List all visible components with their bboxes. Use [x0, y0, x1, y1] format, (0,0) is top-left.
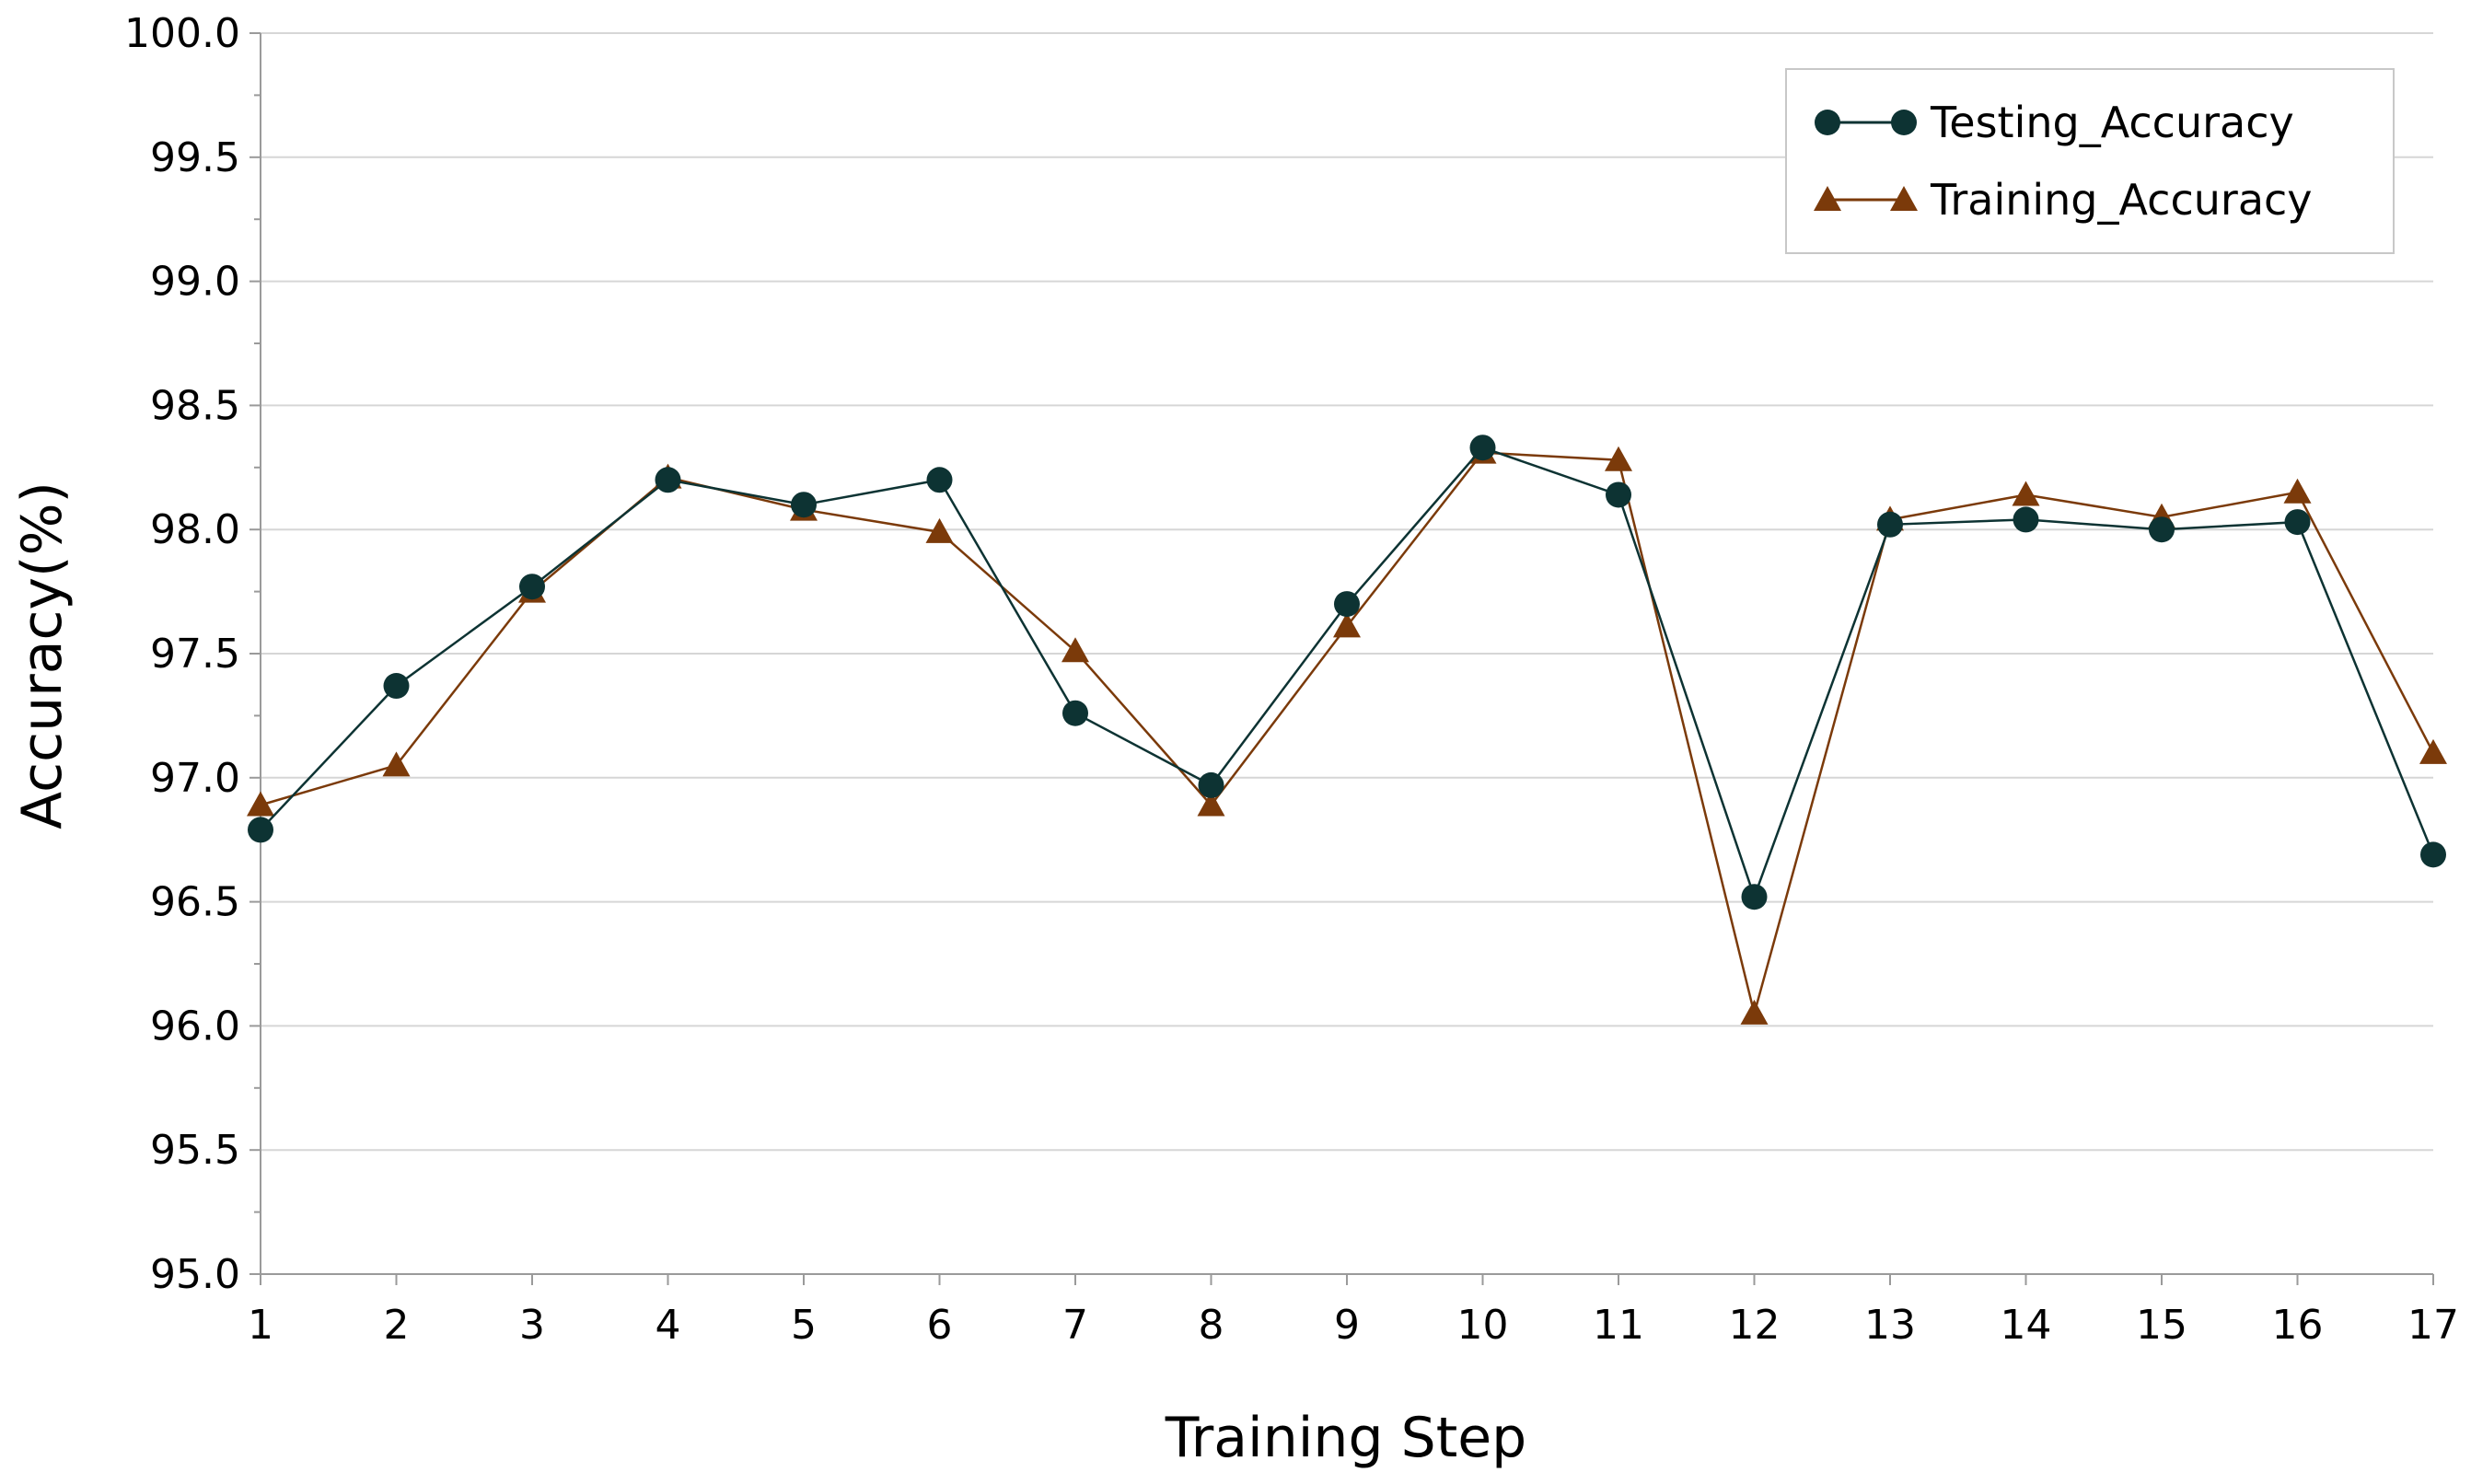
data-point-circle	[1877, 511, 1903, 538]
y-tick-label: 97.5	[150, 631, 240, 678]
y-tick-label: 98.0	[150, 506, 240, 553]
x-tick-label: 17	[2407, 1302, 2459, 1349]
data-point-circle	[2013, 506, 2039, 533]
y-axis-title: Accuracy(%)	[10, 481, 75, 829]
data-point-circle	[1062, 700, 1088, 726]
data-point-triangle	[2283, 478, 2312, 504]
x-tick-label: 13	[1864, 1302, 1916, 1349]
legend-marker	[1890, 186, 1918, 211]
legend-marker	[1815, 110, 1840, 135]
x-tick-label: 8	[1199, 1302, 1224, 1349]
x-tick-label: 6	[927, 1302, 953, 1349]
y-tick-label: 99.5	[150, 134, 240, 181]
data-point-triangle	[2419, 738, 2447, 764]
data-point-triangle	[2012, 481, 2040, 506]
data-point-triangle	[382, 751, 411, 777]
data-point-circle	[383, 673, 410, 700]
data-point-triangle	[1740, 999, 1769, 1025]
data-point-triangle	[1605, 446, 1632, 471]
x-tick-label: 5	[791, 1302, 817, 1349]
data-point-triangle	[1061, 637, 1089, 663]
x-tick-label: 14	[2001, 1302, 2052, 1349]
data-point-circle	[1198, 771, 1224, 798]
y-tick-label: 95.5	[150, 1127, 240, 1174]
y-tick-label: 96.5	[150, 879, 240, 926]
legend: Testing_Accuracy Training_Accuracy	[1785, 68, 2395, 254]
legend-marker	[1814, 186, 1841, 211]
x-tick-label: 1	[248, 1302, 273, 1349]
series-Testing_Accuracy	[248, 435, 2446, 910]
data-point-circle	[1334, 591, 1360, 618]
legend-box	[1785, 68, 2395, 254]
y-tick-label: 95.0	[150, 1251, 240, 1298]
data-point-triangle	[1333, 612, 1361, 638]
x-axis-title: Training Step	[1165, 1406, 1526, 1470]
data-point-circle	[655, 467, 681, 493]
x-tick-label: 2	[384, 1302, 410, 1349]
x-tick-label: 12	[1729, 1302, 1781, 1349]
data-point-triangle	[1197, 791, 1225, 817]
data-point-triangle	[925, 517, 954, 543]
y-tick-label: 96.0	[150, 1003, 240, 1049]
y-axis-ticks: 95.0 95.5 96.0 96.5 97.0 97.5 98.0 98.5 99.0 99.5…	[124, 10, 261, 1298]
x-tick-label: 3	[519, 1302, 545, 1349]
legend-label: Training_Accuracy	[1930, 175, 2313, 225]
data-point-circle	[1469, 435, 1496, 461]
series-layer	[247, 435, 2447, 1025]
x-axis-ticks: 1 2 3 4 5 6 7 8 9 10 11 12 13 14 15 16 17	[248, 1274, 2459, 1349]
data-point-circle	[791, 492, 817, 518]
x-tick-label: 15	[2136, 1302, 2187, 1349]
legend-marker	[1891, 110, 1917, 135]
y-tick-label: 99.0	[150, 259, 240, 306]
data-point-circle	[1606, 481, 1631, 508]
data-point-triangle	[247, 791, 274, 817]
y-tick-label: 98.5	[150, 382, 240, 429]
data-point-circle	[2149, 516, 2175, 543]
x-tick-label: 16	[2272, 1302, 2324, 1349]
x-tick-label: 4	[655, 1302, 681, 1349]
data-point-circle	[2420, 841, 2446, 868]
x-tick-label: 7	[1062, 1302, 1088, 1349]
data-point-circle	[1741, 884, 1768, 910]
y-tick-label: 97.0	[150, 755, 240, 802]
data-point-circle	[2284, 509, 2311, 536]
x-tick-label: 11	[1593, 1302, 1644, 1349]
x-tick-label: 10	[1457, 1302, 1509, 1349]
y-tick-label: 100.0	[124, 10, 240, 57]
x-tick-label: 9	[1334, 1302, 1360, 1349]
legend-entries: Testing_Accuracy Training_Accuracy	[1814, 98, 2313, 225]
legend-label: Testing_Accuracy	[1930, 98, 2294, 147]
data-point-circle	[248, 817, 273, 843]
data-point-circle	[926, 467, 953, 493]
data-point-circle	[519, 574, 545, 600]
